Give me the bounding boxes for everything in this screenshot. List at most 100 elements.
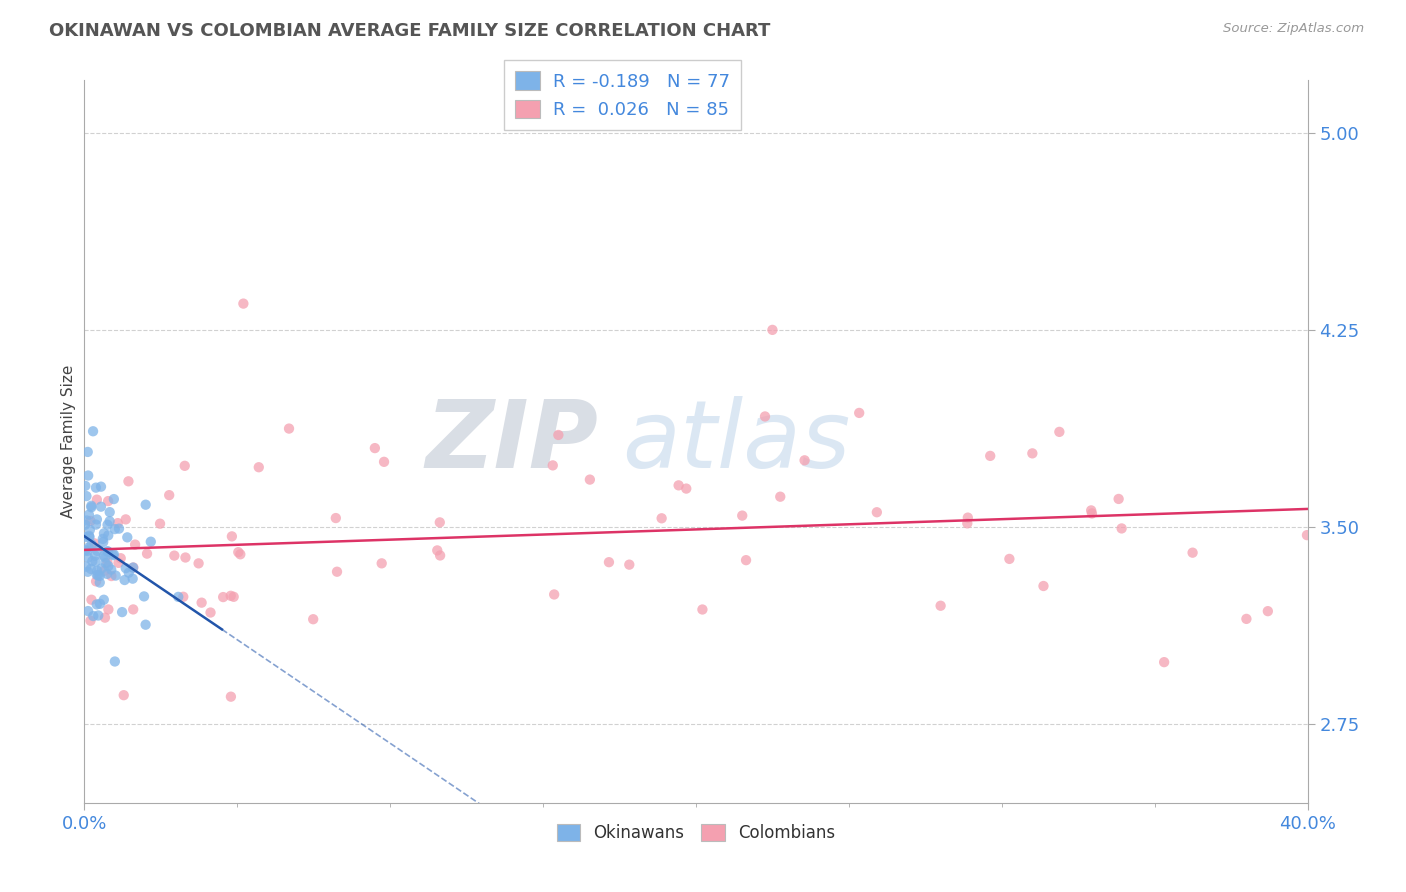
Point bbox=[97, 602, 120, 616]
Point bbox=[135, 498, 157, 512]
Point bbox=[76, 514, 98, 528]
Point bbox=[84, 555, 107, 569]
Point bbox=[103, 492, 125, 507]
Point bbox=[96, 544, 118, 558]
Point bbox=[94, 550, 117, 565]
Point bbox=[1181, 546, 1204, 560]
Point bbox=[1081, 507, 1104, 521]
Point bbox=[1236, 612, 1258, 626]
Point bbox=[77, 550, 100, 565]
Point bbox=[82, 609, 104, 624]
Point bbox=[754, 409, 776, 424]
Point bbox=[793, 453, 815, 467]
Point bbox=[598, 555, 620, 569]
Point bbox=[79, 514, 101, 528]
Point bbox=[75, 559, 97, 574]
Point bbox=[325, 511, 347, 525]
Point bbox=[173, 458, 195, 473]
Point bbox=[97, 544, 120, 558]
Point bbox=[100, 563, 122, 577]
Point bbox=[1257, 604, 1279, 618]
Point bbox=[731, 508, 754, 523]
Point bbox=[82, 554, 104, 568]
Point bbox=[222, 590, 245, 604]
Point bbox=[97, 528, 120, 542]
Point bbox=[619, 558, 641, 572]
Point bbox=[75, 489, 97, 503]
Point bbox=[91, 535, 114, 549]
Point bbox=[163, 549, 186, 563]
Point bbox=[1153, 655, 1175, 669]
Point bbox=[75, 479, 97, 493]
Point bbox=[1296, 528, 1319, 542]
Point bbox=[108, 522, 131, 536]
Point bbox=[90, 561, 112, 575]
Point bbox=[139, 534, 162, 549]
Point bbox=[426, 543, 449, 558]
Text: ZIP: ZIP bbox=[425, 395, 598, 488]
Point bbox=[86, 564, 108, 578]
Point bbox=[212, 590, 235, 604]
Point bbox=[121, 572, 143, 586]
Point bbox=[101, 548, 124, 562]
Point bbox=[103, 548, 125, 562]
Point bbox=[100, 569, 122, 583]
Point bbox=[769, 490, 792, 504]
Point bbox=[96, 566, 118, 581]
Point bbox=[122, 560, 145, 574]
Point bbox=[89, 569, 111, 583]
Point bbox=[136, 547, 159, 561]
Point bbox=[98, 505, 121, 519]
Point bbox=[232, 296, 254, 310]
Point bbox=[84, 574, 107, 589]
Point bbox=[429, 549, 451, 563]
Text: OKINAWAN VS COLOMBIAN AVERAGE FAMILY SIZE CORRELATION CHART: OKINAWAN VS COLOMBIAN AVERAGE FAMILY SIZ… bbox=[49, 22, 770, 40]
Point bbox=[82, 424, 104, 438]
Point bbox=[75, 530, 97, 544]
Point bbox=[75, 543, 97, 558]
Point bbox=[93, 564, 115, 578]
Point bbox=[167, 590, 190, 604]
Point bbox=[84, 481, 107, 495]
Text: Source: ZipAtlas.com: Source: ZipAtlas.com bbox=[1223, 22, 1364, 36]
Point bbox=[96, 556, 118, 570]
Point bbox=[80, 592, 103, 607]
Point bbox=[79, 614, 101, 628]
Point bbox=[91, 532, 114, 546]
Point bbox=[114, 561, 136, 575]
Point bbox=[761, 323, 783, 337]
Point bbox=[364, 441, 387, 455]
Point bbox=[94, 556, 117, 570]
Point bbox=[122, 602, 145, 616]
Point bbox=[1111, 521, 1133, 535]
Point bbox=[76, 565, 98, 579]
Point bbox=[89, 575, 111, 590]
Point bbox=[247, 460, 270, 475]
Point bbox=[117, 530, 139, 544]
Point bbox=[93, 549, 115, 563]
Point bbox=[278, 421, 301, 435]
Point bbox=[76, 544, 98, 558]
Point bbox=[93, 526, 115, 541]
Point bbox=[80, 500, 103, 515]
Point bbox=[83, 536, 105, 550]
Point bbox=[98, 514, 121, 528]
Point bbox=[326, 565, 349, 579]
Point bbox=[302, 612, 325, 626]
Point bbox=[1021, 446, 1043, 460]
Point bbox=[668, 478, 690, 492]
Legend: Okinawans, Colombians: Okinawans, Colombians bbox=[550, 817, 842, 848]
Point bbox=[76, 445, 98, 459]
Point bbox=[89, 597, 111, 611]
Point bbox=[1080, 503, 1102, 517]
Point bbox=[122, 560, 145, 574]
Point bbox=[373, 455, 395, 469]
Point bbox=[848, 406, 870, 420]
Point bbox=[172, 590, 194, 604]
Point bbox=[75, 517, 97, 532]
Point bbox=[90, 480, 112, 494]
Point bbox=[956, 510, 979, 524]
Point bbox=[77, 529, 100, 543]
Point bbox=[135, 617, 157, 632]
Point bbox=[96, 517, 118, 532]
